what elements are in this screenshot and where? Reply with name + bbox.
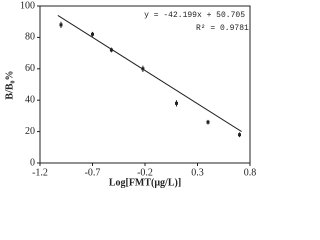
r-squared: R² = 0.9781 xyxy=(196,24,249,33)
y-tick-label: 0 xyxy=(30,157,35,168)
y-tick-label: 60 xyxy=(25,63,35,74)
y-tick-label: 20 xyxy=(25,126,35,137)
x-tick-label: 0.8 xyxy=(244,167,257,178)
x-axis-label: Log[FMT(μg/L)] xyxy=(109,177,181,188)
point xyxy=(206,120,210,124)
point xyxy=(141,67,145,71)
x-tick-label: 0.3 xyxy=(191,167,204,178)
y-tick-label: 80 xyxy=(25,32,35,43)
point xyxy=(59,23,63,27)
point xyxy=(91,32,94,36)
y-tick-label: 100 xyxy=(20,0,35,11)
point xyxy=(238,133,241,137)
point xyxy=(175,101,178,105)
trendline xyxy=(57,14,242,133)
point xyxy=(109,48,113,52)
x-tick-label: -1.2 xyxy=(32,167,48,178)
chart: y = -42.199x + 50.705 R² = 0.9781 Log[FM… xyxy=(4,0,257,188)
y-axis-label: B/B₀% xyxy=(4,70,15,99)
x-tick-label: -0.7 xyxy=(85,167,101,178)
y-tick-label: 40 xyxy=(25,94,35,105)
x-tick-label: -0.2 xyxy=(137,167,153,178)
equation: y = -42.199x + 50.705 xyxy=(144,11,245,20)
